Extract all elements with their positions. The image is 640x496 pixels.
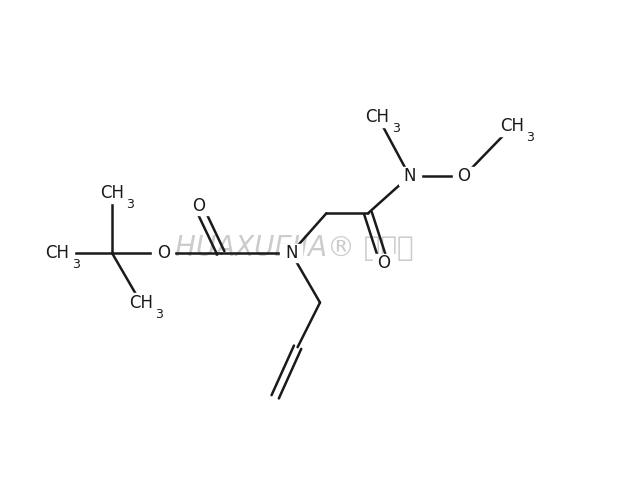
Text: CH: CH: [45, 244, 70, 262]
Bar: [96, 184, 128, 203]
Text: CH: CH: [129, 294, 153, 311]
Text: 3: 3: [392, 122, 399, 134]
Bar: [280, 244, 302, 262]
Bar: [399, 167, 420, 185]
Text: 3: 3: [72, 258, 79, 271]
Text: N: N: [285, 244, 298, 262]
Text: HUAXUEJIA® 化学加: HUAXUEJIA® 化学加: [175, 234, 413, 262]
Bar: [125, 293, 157, 312]
Text: CH: CH: [100, 185, 124, 202]
Text: O: O: [192, 197, 205, 215]
Text: O: O: [458, 167, 470, 185]
Bar: [373, 254, 395, 272]
Text: 3: 3: [155, 308, 163, 320]
Bar: [152, 244, 174, 262]
Text: 3: 3: [126, 198, 134, 211]
Bar: [42, 243, 74, 263]
Bar: [496, 117, 528, 136]
Text: CH: CH: [365, 108, 390, 125]
Text: O: O: [157, 244, 170, 262]
Text: O: O: [378, 254, 390, 272]
Bar: [188, 197, 209, 215]
Text: 3: 3: [526, 131, 534, 144]
Bar: [362, 107, 394, 126]
Text: N: N: [403, 167, 416, 185]
Text: CH: CH: [500, 118, 524, 135]
Bar: [453, 167, 475, 185]
